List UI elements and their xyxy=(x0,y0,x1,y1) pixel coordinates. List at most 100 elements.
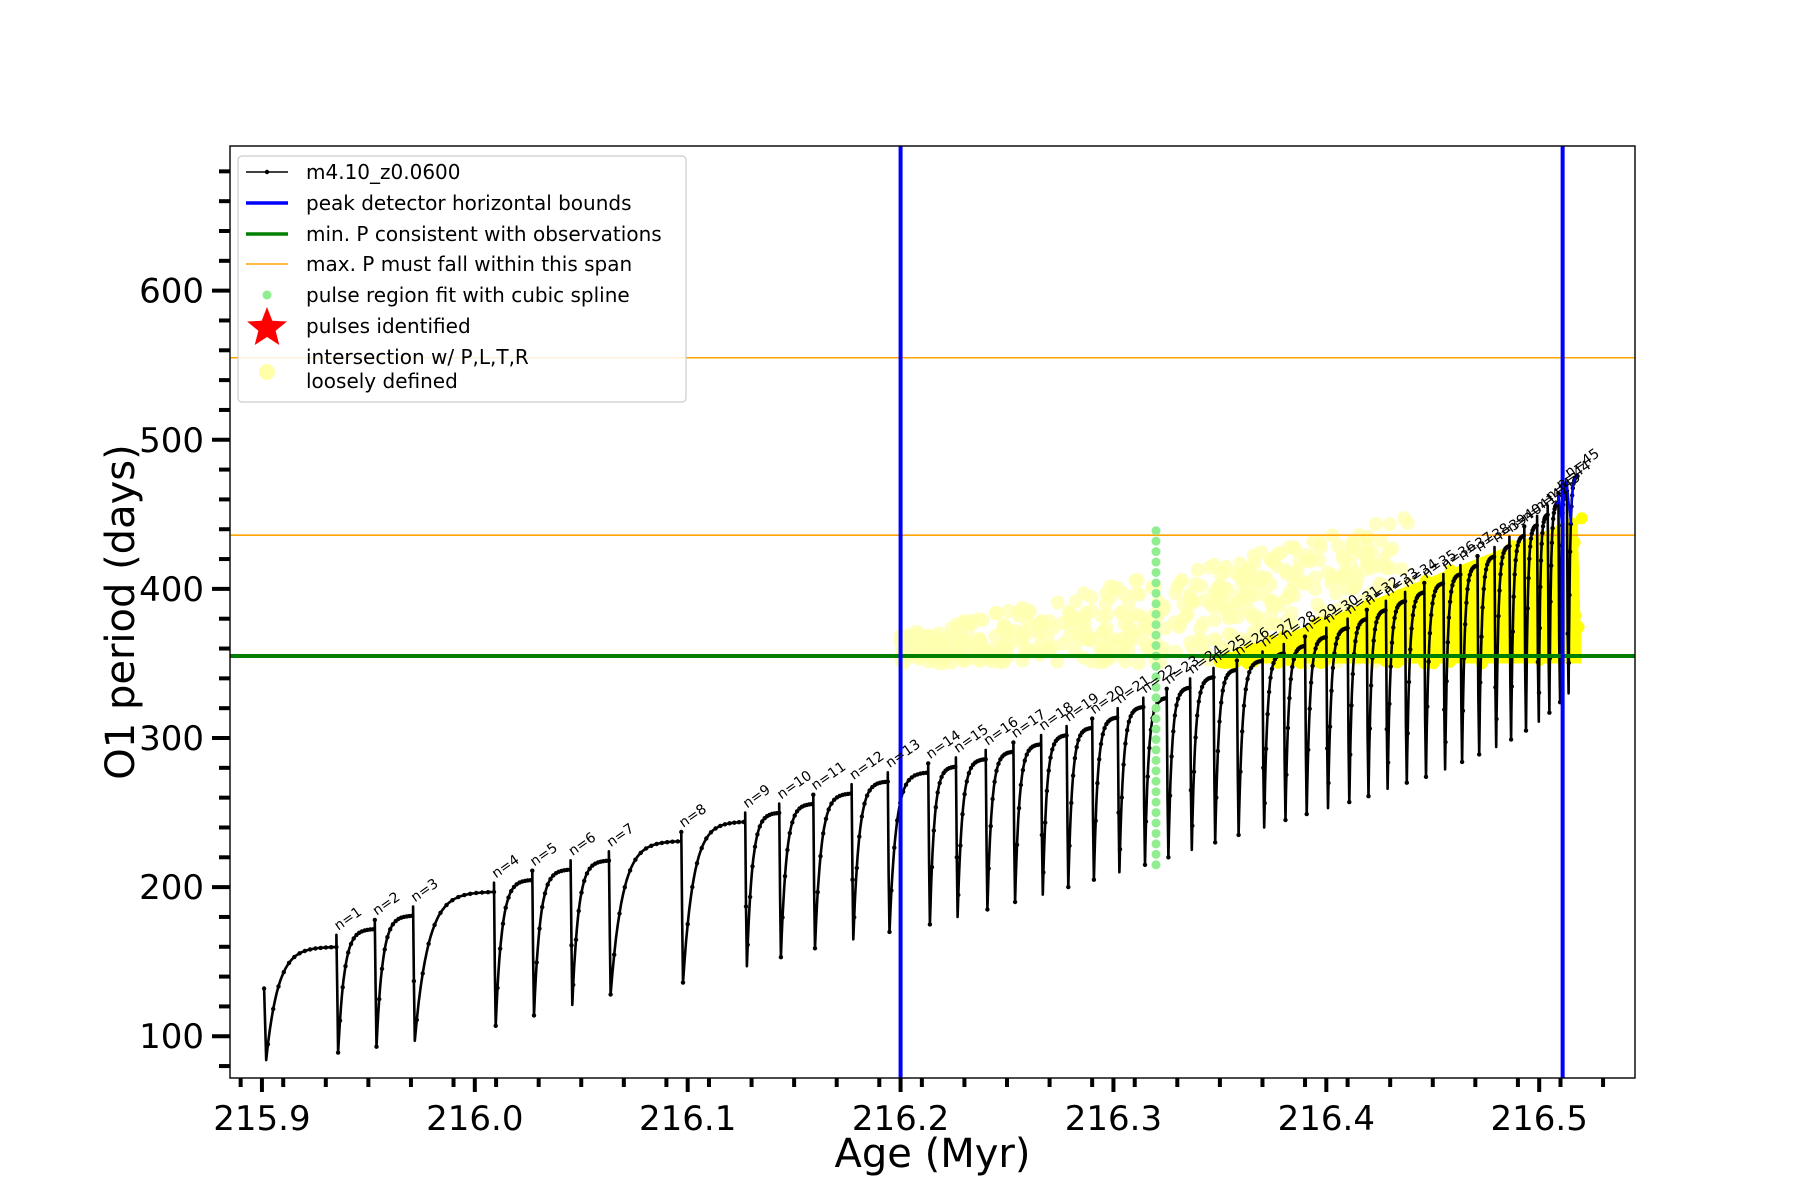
track-marker xyxy=(1163,696,1168,701)
track-marker xyxy=(1117,847,1123,852)
track-marker xyxy=(569,943,574,948)
track-marker xyxy=(862,801,867,806)
spline-point xyxy=(1151,860,1161,870)
track-marker xyxy=(286,960,292,966)
track-marker xyxy=(906,778,912,783)
track-marker xyxy=(680,980,686,985)
track-marker xyxy=(1335,635,1340,641)
intersection-point-faint xyxy=(1308,582,1323,597)
spline-point xyxy=(1151,808,1161,818)
intersection-point-faint xyxy=(1281,619,1296,634)
spline-point xyxy=(1151,630,1161,640)
track-marker xyxy=(1271,660,1276,666)
track-marker xyxy=(1287,695,1292,701)
pulse-label: n=3 xyxy=(408,876,441,906)
track-marker xyxy=(1540,530,1545,536)
intersection-point-faint xyxy=(1310,597,1325,612)
track-marker xyxy=(351,936,356,941)
intersection-point-faint xyxy=(1206,557,1221,572)
intersection-point xyxy=(1569,628,1582,641)
track-marker xyxy=(690,884,695,890)
track-marker xyxy=(1283,817,1288,823)
track-marker xyxy=(1041,870,1046,875)
y-tick-label: 500 xyxy=(139,421,204,461)
track-marker xyxy=(1125,728,1130,733)
track-marker xyxy=(1220,688,1226,693)
intersection-point xyxy=(1575,512,1588,525)
track-marker xyxy=(1268,675,1273,680)
track-marker xyxy=(582,878,587,884)
track-marker xyxy=(1114,715,1120,720)
track-marker xyxy=(1327,724,1333,729)
intersection-point xyxy=(1464,625,1477,638)
track-marker xyxy=(867,788,872,793)
track-marker xyxy=(958,843,963,848)
legend-label: intersection w/ P,L,T,R xyxy=(306,345,529,369)
spline-point xyxy=(1151,578,1161,588)
track-marker xyxy=(1345,625,1350,631)
track-marker xyxy=(545,882,550,887)
plot-frame xyxy=(229,145,1636,1079)
track-marker xyxy=(1499,561,1504,567)
track-marker xyxy=(1213,840,1218,845)
spline-point xyxy=(1151,797,1161,807)
track-marker xyxy=(1243,687,1249,692)
legend-label: m4.10_z0.0600 xyxy=(306,160,461,184)
track-marker xyxy=(1072,756,1078,761)
track-marker xyxy=(528,878,533,883)
track-marker xyxy=(1014,842,1020,847)
spline-point xyxy=(1151,588,1161,598)
track-marker xyxy=(1141,704,1146,710)
track-marker xyxy=(1547,710,1552,715)
track-marker xyxy=(1525,606,1530,611)
intersection-point-faint xyxy=(1363,587,1378,602)
track-marker xyxy=(1374,620,1379,625)
track-marker xyxy=(385,935,390,940)
track-marker xyxy=(438,910,443,915)
track-marker xyxy=(500,921,506,926)
track-marker xyxy=(1285,725,1291,731)
track-marker xyxy=(811,792,816,797)
intersection-point-faint xyxy=(1397,511,1412,526)
track-marker xyxy=(1479,634,1484,639)
intersection-point-faint xyxy=(1095,609,1110,624)
track-marker xyxy=(1310,663,1315,669)
track-marker xyxy=(859,814,865,819)
spline-point xyxy=(1151,849,1161,859)
intersection-point-faint xyxy=(1042,613,1057,628)
track-marker xyxy=(1423,774,1429,779)
track-marker xyxy=(1323,634,1329,640)
track-marker xyxy=(1102,725,1107,731)
track-marker xyxy=(1449,589,1454,594)
track-marker xyxy=(1545,512,1550,517)
intersection-point xyxy=(1263,637,1276,650)
spline-point xyxy=(1151,745,1161,755)
track-marker xyxy=(1534,523,1540,528)
intersection-point-faint xyxy=(1350,572,1365,587)
track-marker xyxy=(857,834,862,839)
intersection-point-faint xyxy=(1368,517,1383,532)
track-marker xyxy=(713,826,718,831)
pulse-label: n=5 xyxy=(527,840,560,870)
pulse-label: n=9 xyxy=(740,782,773,812)
intersection-point-faint xyxy=(1221,603,1236,618)
track-marker xyxy=(812,946,818,951)
track-marker xyxy=(1308,680,1314,685)
track-marker xyxy=(276,984,281,989)
track-marker xyxy=(498,946,503,951)
track-marker xyxy=(1172,713,1178,718)
track-marker xyxy=(509,888,514,894)
track-marker xyxy=(1090,716,1095,721)
track-marker xyxy=(736,820,742,825)
track-marker xyxy=(1371,638,1376,643)
track-marker xyxy=(927,922,933,927)
track-marker xyxy=(1514,549,1519,554)
spline-point xyxy=(1151,620,1161,630)
track-marker xyxy=(567,867,572,872)
track-marker xyxy=(1522,524,1527,529)
track-marker xyxy=(1046,768,1051,773)
track-marker xyxy=(1393,609,1399,614)
track-marker xyxy=(1404,780,1410,785)
track-marker xyxy=(340,985,345,990)
intersection-point-faint xyxy=(911,642,926,657)
